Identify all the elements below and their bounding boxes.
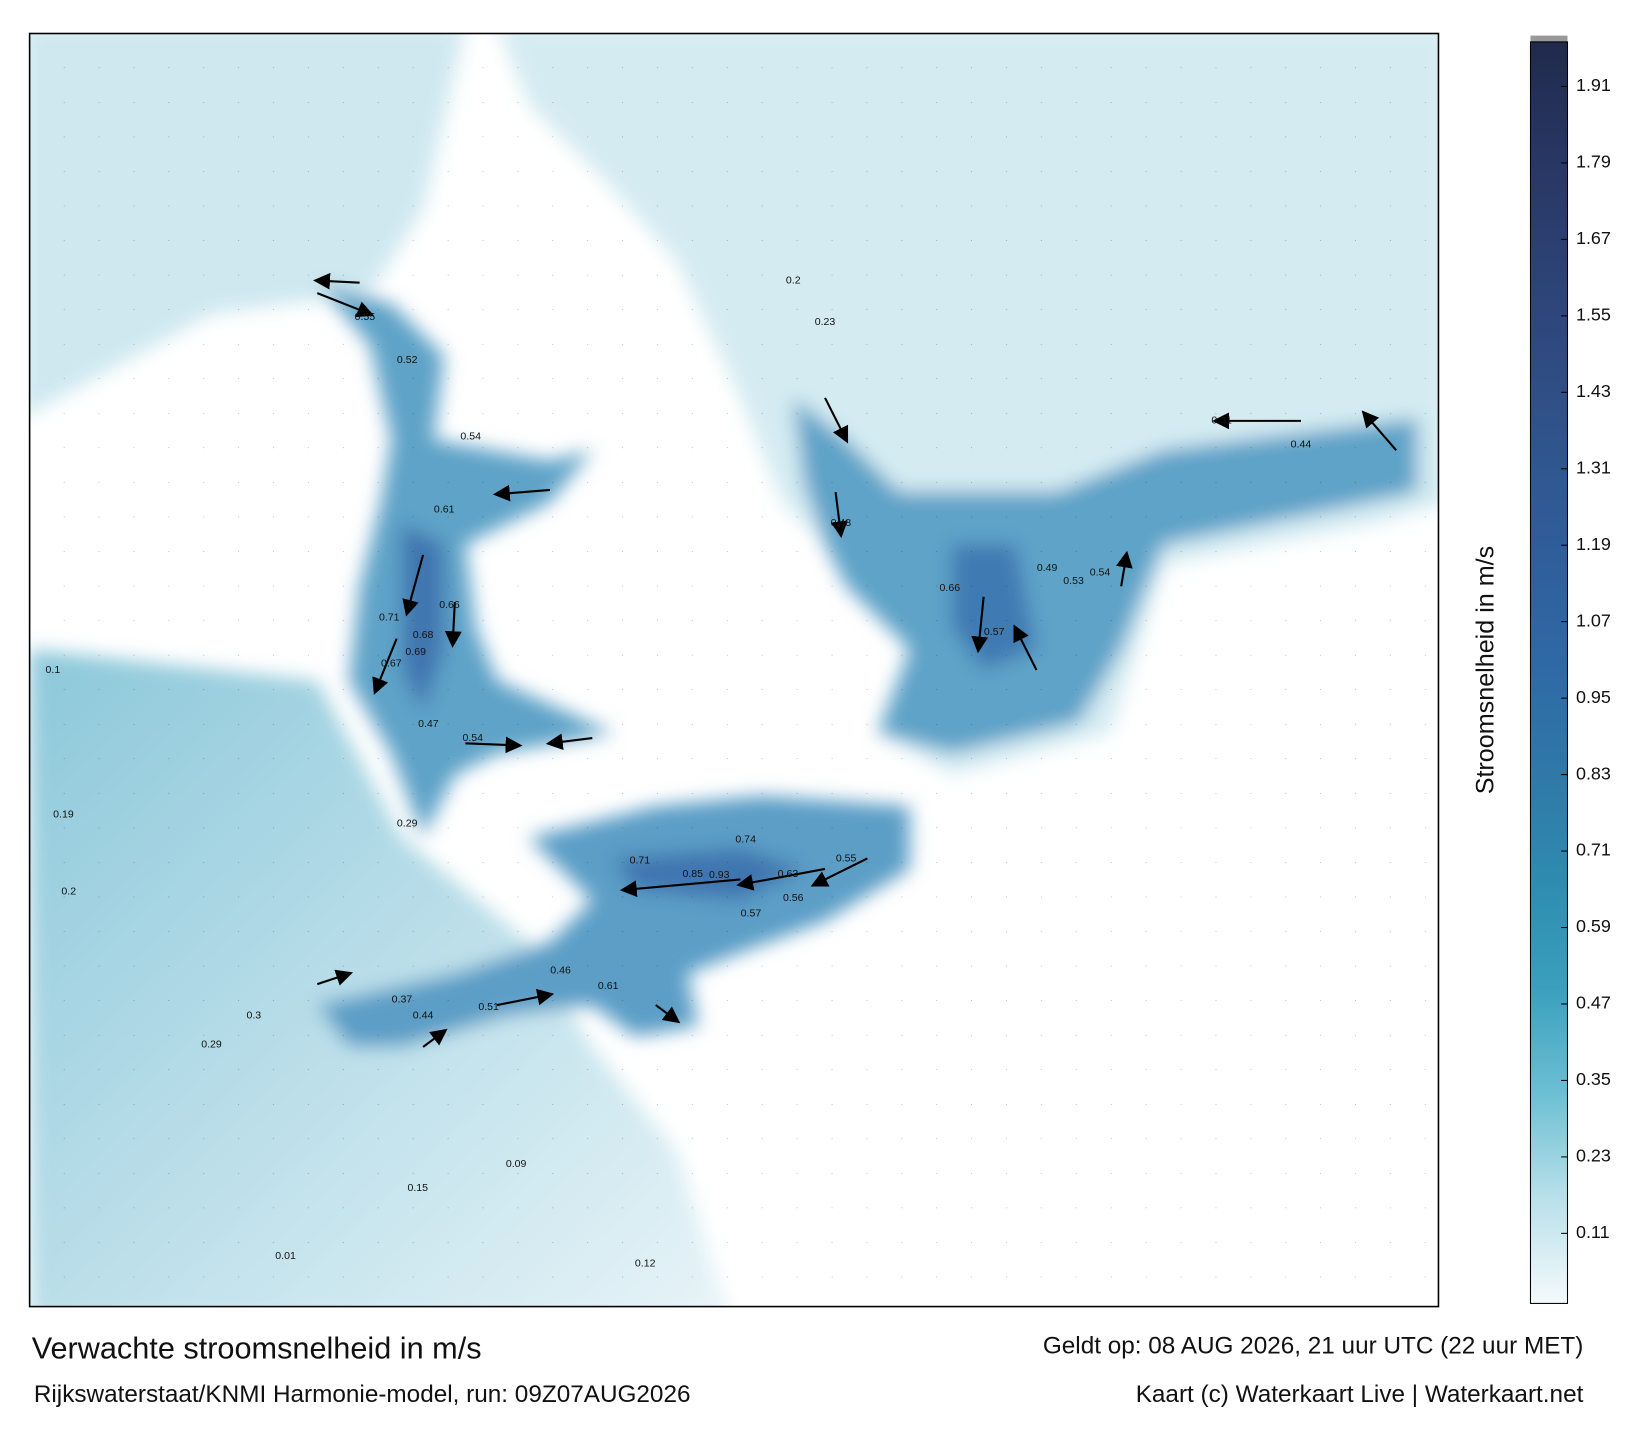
current-label: 0.57 [741, 908, 762, 920]
current-label: 0.48 [831, 517, 852, 529]
current-label: 0.61 [434, 504, 455, 516]
current-label: 0.55 [836, 852, 857, 864]
colorbar-tick-label: 0.59 [1576, 916, 1611, 936]
colorbar-tick-label: 0.11 [1576, 1222, 1610, 1242]
current-label: 0.1 [46, 664, 61, 676]
arrow [372, 638, 398, 695]
current-labels: 0.55 0.52 0.54 0.61 0.68 0.69 0.71 0.67 0.66 0.47… [46, 274, 1312, 1269]
current-label: 0.44 [413, 1009, 434, 1021]
colorbar-tick-label: 1.67 [1576, 228, 1611, 248]
current-label: 0.93 [709, 869, 730, 881]
current-label: 0.67 [381, 658, 402, 670]
arrow [619, 878, 741, 898]
current-label: 0.74 [735, 833, 756, 845]
current-label: 0.46 [550, 964, 571, 976]
current-label: 0.19 [53, 808, 74, 820]
colorbar-label: Stroomsnelheid in m/s [1471, 546, 1499, 795]
arrow [492, 484, 551, 502]
current-label: 0.56 [783, 892, 804, 904]
current-label: 0.3 [246, 1009, 261, 1021]
current-label: 0.2 [61, 886, 76, 898]
current-label: 0.44 [1291, 439, 1312, 451]
current-label: 0.53 [1063, 575, 1084, 587]
current-label: 0.29 [397, 818, 418, 830]
current-label: 0.47 [418, 718, 439, 730]
credit: Kaart (c) Waterkaart Live | Waterkaart.n… [1136, 1381, 1584, 1408]
valid-time: Geldt op: 08 AUG 2026, 21 uur UTC (22 uu… [1043, 1333, 1583, 1360]
arrow [1116, 550, 1133, 587]
current-label: 0.09 [506, 1158, 527, 1170]
current-label: 0.54 [460, 430, 481, 442]
colorbar: 0.11 0.23 0.35 0.47 0.59 0.71 0.83 0.95 1.07 1.19… [1529, 35, 1611, 1304]
arrow [465, 736, 523, 754]
current-label: 0.23 [815, 316, 836, 328]
arrow [316, 292, 375, 318]
colorbar-tick-label: 1.43 [1576, 381, 1611, 401]
arrow [1013, 624, 1038, 671]
colorbar-scale [1529, 41, 1569, 1304]
current-label: 0.2 [786, 274, 801, 286]
arrow [545, 733, 593, 751]
current-label: 0.12 [635, 1257, 656, 1269]
current-label: 0.85 [683, 868, 704, 880]
arrow [313, 272, 360, 290]
colorbar-tick-label: 0.71 [1576, 840, 1611, 860]
arrow [402, 554, 425, 617]
current-label: 0.61 [598, 980, 619, 992]
current-arrows [313, 272, 1397, 1048]
colorbar-tick-label: 1.55 [1576, 305, 1611, 325]
colorbar-tick-label: 0.35 [1576, 1069, 1611, 1089]
colorbar-tick-label: 1.19 [1576, 534, 1611, 554]
colorbar-tick-label: 1.07 [1576, 610, 1611, 630]
colorbar-tick-label: 1.79 [1576, 152, 1611, 172]
arrow [971, 596, 989, 654]
current-label: 0.01 [275, 1250, 296, 1262]
map-area: 0.55 0.52 0.54 0.61 0.68 0.69 0.71 0.67 0.66 0.47… [29, 33, 1439, 1307]
colorbar-tick-label: 0.95 [1576, 687, 1611, 707]
current-label: 0.68 [413, 629, 434, 641]
current-label: 0.71 [630, 854, 651, 866]
vector-grid [29, 33, 1439, 1307]
arrow [655, 1004, 681, 1024]
current-label: 0.54 [463, 732, 484, 744]
current-label: 0.29 [201, 1039, 222, 1051]
arrow [1361, 410, 1397, 451]
colorbar-tick-label: 1.91 [1576, 75, 1611, 95]
arrow [316, 969, 354, 986]
current-label: 0.52 [397, 354, 418, 366]
colorbar-tick-label: 0.83 [1576, 763, 1611, 783]
current-label: 0.66 [940, 582, 961, 594]
arrow [824, 397, 849, 444]
current-label: 0.66 [439, 599, 460, 611]
arrow [830, 491, 848, 539]
current-label: 0.69 [405, 646, 426, 658]
current-label: 0.51 [478, 1001, 499, 1013]
current-label: 0.15 [408, 1182, 429, 1194]
arrow [496, 988, 555, 1007]
current-label: 0.63 [778, 868, 799, 880]
colorbar-tick-label: 1.31 [1576, 458, 1611, 478]
current-label: 0.54 [1090, 566, 1111, 578]
colorbar-tick-label: 0.23 [1576, 1146, 1611, 1166]
colorbar-tick-label: 0.47 [1576, 993, 1611, 1013]
current-label: 0.31 [1211, 415, 1232, 427]
current-label: 0.37 [392, 994, 413, 1006]
current-label: 0.71 [379, 612, 400, 624]
arrow [422, 1028, 448, 1048]
arrow [810, 857, 868, 887]
current-label: 0.55 [355, 311, 376, 323]
colorbar-cap [1530, 35, 1568, 42]
current-label: 0.49 [1037, 562, 1058, 574]
current-label: 0.57 [984, 626, 1005, 638]
map-frame [28, 32, 1440, 1308]
arrow [444, 601, 462, 649]
map-title: Verwachte stroomsnelheid in m/s [32, 1332, 482, 1366]
model-run: Rijkswaterstaat/KNMI Harmonie-model, run… [34, 1381, 691, 1408]
